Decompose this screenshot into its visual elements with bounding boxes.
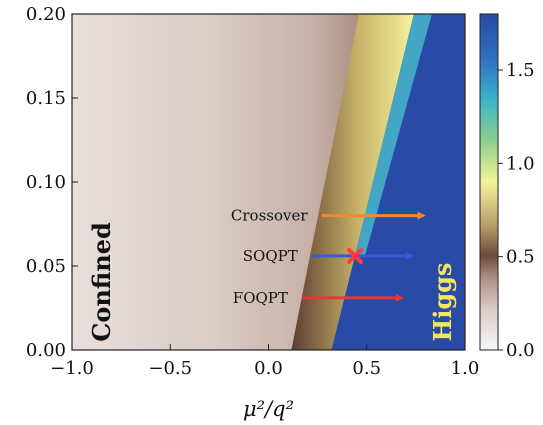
transition-annotations: Crossover SOQPT FOQPT <box>231 207 426 307</box>
colorbar-tick-label: 1.0 <box>506 153 535 174</box>
colorbar-ticks: 0.0 0.5 1.0 1.5 <box>498 60 535 361</box>
x-tick-label: −1.0 <box>50 358 94 379</box>
y-tick-label: 0.15 <box>26 88 66 109</box>
colorbar-tick-label: 1.5 <box>506 60 535 81</box>
annotation-label: Crossover <box>231 207 308 225</box>
crossover-glow <box>354 14 432 256</box>
colorbar-gradient <box>479 13 499 351</box>
higgs-region-label: Higgs <box>428 263 457 342</box>
annotation-label: SOQPT <box>243 247 298 265</box>
x-axis-ticks: −1.0 −0.5 0.0 0.5 1.0 <box>50 344 479 379</box>
colorbar: 0.0 0.5 1.0 1.5 <box>479 13 535 361</box>
x-tick-label: −0.5 <box>148 358 192 379</box>
colorbar-tick-label: 0.0 <box>506 340 535 361</box>
x-tick-label: 1.0 <box>451 358 480 379</box>
critical-point-marker <box>346 247 363 264</box>
higgs-region-fill <box>331 14 465 350</box>
plot-area <box>72 14 465 350</box>
x-tick-label: 0.0 <box>254 358 283 379</box>
confined-region-label: Confined <box>87 222 116 342</box>
x-axis-label: μ²/q² <box>243 397 294 421</box>
annotation-label: FOQPT <box>233 289 288 307</box>
y-tick-label: 0.00 <box>26 340 66 361</box>
y-tick-label: 0.05 <box>26 256 66 277</box>
y-tick-label: 0.10 <box>26 172 66 193</box>
colorbar-tick-label: 0.5 <box>506 247 535 268</box>
phase-boundary-ridge <box>291 14 414 350</box>
y-tick-label: 0.20 <box>26 4 66 25</box>
x-tick-label: 0.5 <box>352 358 381 379</box>
y-axis-ticks: 0.00 0.05 0.10 0.15 0.20 <box>26 4 78 361</box>
